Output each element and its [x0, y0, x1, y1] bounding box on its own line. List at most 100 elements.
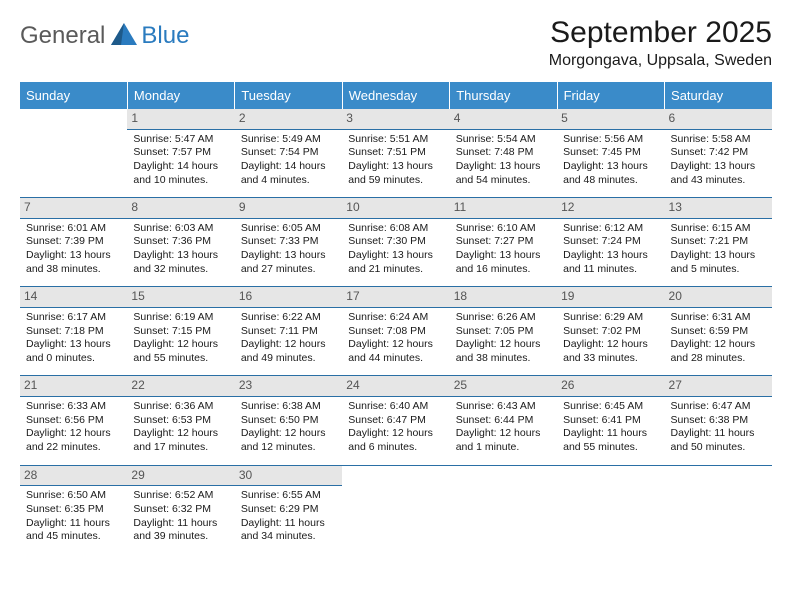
sunset-line: Sunset: 7:24 PM: [563, 235, 658, 249]
sunset-line: Sunset: 7:54 PM: [241, 146, 336, 160]
day-number: 26: [557, 376, 664, 397]
day-number: 9: [235, 198, 342, 219]
calendar-day-cell: 18Sunrise: 6:26 AMSunset: 7:05 PMDayligh…: [450, 287, 557, 376]
daylight-line: Daylight: 13 hours and 0 minutes.: [26, 338, 121, 365]
calendar-day-cell: 5Sunrise: 5:56 AMSunset: 7:45 PMDaylight…: [557, 109, 664, 198]
day-number: 18: [450, 287, 557, 308]
daylight-line: Daylight: 13 hours and 59 minutes.: [348, 160, 443, 187]
calendar-week-row: 14Sunrise: 6:17 AMSunset: 7:18 PMDayligh…: [20, 287, 772, 376]
calendar-day-cell: 9Sunrise: 6:05 AMSunset: 7:33 PMDaylight…: [235, 198, 342, 287]
daylight-line: Daylight: 12 hours and 55 minutes.: [133, 338, 228, 365]
calendar-day-cell: 16Sunrise: 6:22 AMSunset: 7:11 PMDayligh…: [235, 287, 342, 376]
sunset-line: Sunset: 7:11 PM: [241, 325, 336, 339]
sunrise-line: Sunrise: 5:49 AM: [241, 133, 336, 147]
day-number: 15: [127, 287, 234, 308]
daylight-line: Daylight: 13 hours and 48 minutes.: [563, 160, 658, 187]
day-number: 28: [20, 466, 127, 487]
calendar-day-cell: 17Sunrise: 6:24 AMSunset: 7:08 PMDayligh…: [342, 287, 449, 376]
sunset-line: Sunset: 7:48 PM: [456, 146, 551, 160]
sunrise-line: Sunrise: 6:15 AM: [671, 222, 766, 236]
calendar-day-cell: 7Sunrise: 6:01 AMSunset: 7:39 PMDaylight…: [20, 198, 127, 287]
daylight-line: Daylight: 12 hours and 49 minutes.: [241, 338, 336, 365]
sunrise-line: Sunrise: 6:05 AM: [241, 222, 336, 236]
calendar-day-cell: 15 Sunrise: 6:19 AMSunset: 7:15 PMDayligh…: [127, 287, 234, 376]
daylight-line: Daylight: 14 hours and 4 minutes.: [241, 160, 336, 187]
day-number: 6: [665, 109, 772, 130]
location-text: Morgongava, Uppsala, Sweden: [549, 52, 772, 70]
daylight-line: Daylight: 12 hours and 22 minutes.: [26, 427, 121, 454]
calendar-day-cell: 6Sunrise: 5:58 AMSunset: 7:42 PMDaylight…: [665, 109, 772, 198]
calendar-week-row: 21Sunrise: 6:33 AMSunset: 6:56 PMDayligh…: [20, 376, 772, 465]
calendar-day-cell: 1Sunrise: 5:47 AMSunset: 7:57 PMDaylight…: [127, 109, 234, 198]
daylight-line: Daylight: 12 hours and 38 minutes.: [456, 338, 551, 365]
calendar-body: 1Sunrise: 5:47 AMSunset: 7:57 PMDaylight…: [20, 109, 772, 554]
sunrise-line: Sunrise: 5:58 AM: [671, 133, 766, 147]
sunrise-line: Sunrise: 6:50 AM: [26, 489, 121, 503]
sunset-line: Sunset: 7:51 PM: [348, 146, 443, 160]
month-title: September 2025: [549, 16, 772, 50]
sunrise-line: Sunrise: 6:38 AM: [241, 400, 336, 414]
sunrise-line: Sunrise: 6:31 AM: [671, 311, 766, 325]
sunrise-line: Sunrise: 6:47 AM: [671, 400, 766, 414]
day-number: 30: [235, 466, 342, 487]
sunset-line: Sunset: 7:45 PM: [563, 146, 658, 160]
day-number: 25: [450, 376, 557, 397]
sunset-line: Sunset: 7:36 PM: [133, 235, 228, 249]
day-header: Saturday: [665, 82, 772, 109]
sunrise-line: Sunrise: 6:36 AM: [133, 400, 228, 414]
sunset-line: Sunset: 7:27 PM: [456, 235, 551, 249]
title-block: September 2025 Morgongava, Uppsala, Swed…: [549, 16, 772, 70]
day-number: 16: [235, 287, 342, 308]
sunset-line: Sunset: 7:42 PM: [671, 146, 766, 160]
daylight-line: Daylight: 12 hours and 6 minutes.: [348, 427, 443, 454]
sunset-line: Sunset: 7:15 PM: [133, 325, 228, 339]
day-number: 13: [665, 198, 772, 219]
sunset-line: Sunset: 6:44 PM: [456, 414, 551, 428]
sunrise-line: Sunrise: 6:33 AM: [26, 400, 121, 414]
sunset-line: Sunset: 6:29 PM: [241, 503, 336, 517]
sunset-line: Sunset: 6:47 PM: [348, 414, 443, 428]
sunrise-line: Sunrise: 6:19 AM: [133, 311, 228, 325]
calendar-day-cell: [450, 465, 557, 554]
calendar-day-cell: 11Sunrise: 6:10 AMSunset: 7:27 PMDayligh…: [450, 198, 557, 287]
calendar-day-cell: 26Sunrise: 6:45 AMSunset: 6:41 PMDayligh…: [557, 376, 664, 465]
sunrise-line: Sunrise: 5:54 AM: [456, 133, 551, 147]
day-number: 19: [557, 287, 664, 308]
day-number: 4: [450, 109, 557, 130]
sunrise-line: Sunrise: 6:43 AM: [456, 400, 551, 414]
sunset-line: Sunset: 6:53 PM: [133, 414, 228, 428]
day-number: 11: [450, 198, 557, 219]
calendar-day-cell: 27Sunrise: 6:47 AMSunset: 6:38 PMDayligh…: [665, 376, 772, 465]
calendar-day-cell: 29Sunrise: 6:52 AMSunset: 6:32 PMDayligh…: [127, 465, 234, 554]
sunrise-line: Sunrise: 6:45 AM: [563, 400, 658, 414]
daylight-line: Daylight: 14 hours and 10 minutes.: [133, 160, 228, 187]
daylight-line: Daylight: 11 hours and 55 minutes.: [563, 427, 658, 454]
calendar-day-cell: 4Sunrise: 5:54 AMSunset: 7:48 PMDaylight…: [450, 109, 557, 198]
day-header: Monday: [127, 82, 234, 109]
daylight-line: Daylight: 12 hours and 28 minutes.: [671, 338, 766, 365]
daylight-line: Daylight: 13 hours and 16 minutes.: [456, 249, 551, 276]
sunrise-line: Sunrise: 6:12 AM: [563, 222, 658, 236]
day-header: Wednesday: [342, 82, 449, 109]
daylight-line: Daylight: 11 hours and 45 minutes.: [26, 517, 121, 544]
sunset-line: Sunset: 7:39 PM: [26, 235, 121, 249]
sunset-line: Sunset: 6:56 PM: [26, 414, 121, 428]
daylight-line: Daylight: 12 hours and 17 minutes.: [133, 427, 228, 454]
daylight-line: Daylight: 12 hours and 33 minutes.: [563, 338, 658, 365]
daylight-line: Daylight: 12 hours and 12 minutes.: [241, 427, 336, 454]
day-header: Friday: [557, 82, 664, 109]
daylight-line: Daylight: 13 hours and 38 minutes.: [26, 249, 121, 276]
sunset-line: Sunset: 7:18 PM: [26, 325, 121, 339]
day-header-row: SundayMondayTuesdayWednesdayThursdayFrid…: [20, 82, 772, 109]
calendar-table: SundayMondayTuesdayWednesdayThursdayFrid…: [20, 82, 772, 554]
day-number: 10: [342, 198, 449, 219]
day-header: Tuesday: [235, 82, 342, 109]
logo-text-blue: Blue: [141, 22, 189, 50]
sunrise-line: Sunrise: 6:52 AM: [133, 489, 228, 503]
calendar-day-cell: 19Sunrise: 6:29 AMSunset: 7:02 PMDayligh…: [557, 287, 664, 376]
day-number: 3: [342, 109, 449, 130]
sunset-line: Sunset: 7:33 PM: [241, 235, 336, 249]
day-number: 20: [665, 287, 772, 308]
day-number: 17: [342, 287, 449, 308]
sunrise-line: Sunrise: 6:01 AM: [26, 222, 121, 236]
